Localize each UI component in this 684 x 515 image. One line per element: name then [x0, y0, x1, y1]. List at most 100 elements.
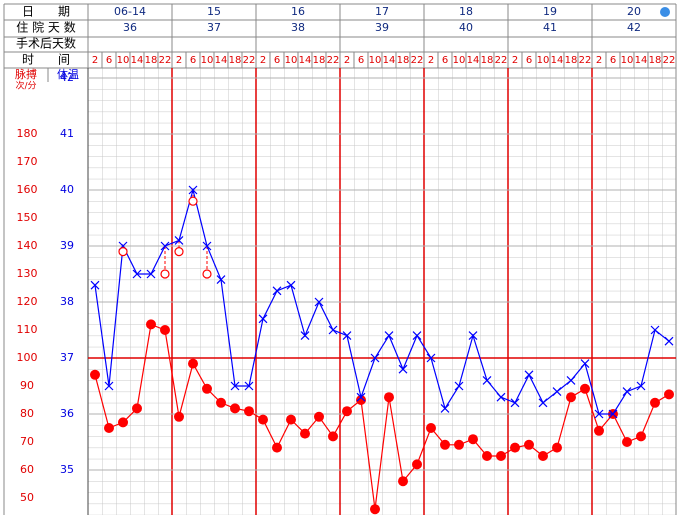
temp-point	[384, 331, 394, 341]
time-label: 时 间	[22, 53, 70, 67]
temp-point	[650, 325, 660, 335]
hospital-day: 40	[459, 21, 473, 34]
date-label: 19	[543, 5, 557, 18]
time-label: 18	[649, 55, 662, 66]
pulse-tick-label: 100	[17, 351, 38, 364]
time-label: 10	[369, 55, 382, 66]
pulse-tick-label: 60	[20, 463, 34, 476]
pulse-point	[132, 403, 142, 414]
pulse-point	[426, 423, 436, 433]
pulse-point	[370, 504, 380, 515]
date-label: 15	[207, 5, 221, 18]
temp-tick-label: 39	[60, 239, 74, 252]
temp-point	[636, 381, 646, 391]
temp-point	[272, 286, 282, 296]
pulse-point	[104, 423, 114, 433]
pulse-point	[160, 325, 170, 335]
temp-point	[510, 398, 520, 408]
time-label: 18	[481, 55, 494, 66]
temp-point	[440, 403, 450, 413]
pulse-point	[454, 439, 464, 450]
date-label: 18	[459, 5, 473, 18]
time-label: 14	[131, 55, 144, 66]
pulse-tick-label: 160	[17, 183, 38, 196]
pulse-point	[566, 392, 576, 403]
hospital-day: 42	[627, 21, 641, 34]
temp-point	[328, 325, 338, 335]
time-label: 6	[610, 55, 616, 66]
time-label: 14	[467, 55, 480, 66]
temp-point	[230, 381, 240, 391]
time-label: 2	[596, 55, 602, 66]
pulse-point	[230, 403, 240, 414]
temp-point	[552, 387, 562, 397]
pulse-tick-label: 70	[20, 435, 34, 448]
hospital-day: 39	[375, 21, 389, 34]
pulse-point	[664, 389, 674, 400]
pulse-point	[286, 414, 296, 425]
pulse-point	[188, 358, 198, 369]
pulse-tick-label: 80	[20, 407, 34, 420]
temp-point	[174, 235, 184, 245]
temp-point	[398, 364, 408, 374]
time-label: 2	[428, 55, 434, 66]
pulse-point	[202, 383, 212, 394]
plot	[90, 185, 674, 515]
temp-point	[412, 331, 422, 341]
temp-tick-label: 36	[60, 407, 74, 420]
temp-tick-label: 35	[60, 463, 74, 476]
time-label: 10	[621, 55, 634, 66]
retest-point	[174, 247, 184, 257]
pulse-point	[258, 414, 268, 425]
time-label: 18	[565, 55, 578, 66]
pulse-point	[118, 417, 128, 428]
date-label: 06-14	[114, 5, 146, 18]
pulse-tick-label: 50	[20, 491, 34, 504]
pulse-point	[174, 411, 184, 422]
temp-point	[622, 387, 632, 397]
date-label: 17	[375, 5, 389, 18]
temp-point	[188, 185, 198, 195]
pulse-point	[496, 451, 506, 461]
pulse-point	[524, 439, 534, 450]
pulse-point	[510, 442, 520, 453]
date-label: 20	[627, 5, 641, 18]
time-label: 2	[512, 55, 518, 66]
pulse-point	[216, 397, 226, 408]
temp-tick-label: 42	[60, 71, 74, 84]
days-label: 住 院 天 数	[16, 20, 75, 35]
pulse-point	[244, 406, 254, 417]
time-label: 18	[229, 55, 242, 66]
temp-point	[342, 331, 352, 341]
time-label: 6	[358, 55, 364, 66]
pulse-tick-label: 90	[20, 379, 34, 392]
temp-point	[258, 314, 268, 324]
time-label: 22	[243, 55, 256, 66]
temp-point	[426, 353, 436, 363]
time-label: 10	[117, 55, 130, 66]
temp-point	[90, 280, 100, 290]
temp-point	[160, 241, 170, 251]
pulse-point	[580, 383, 590, 394]
pulse-point	[594, 425, 604, 436]
retest-point	[118, 247, 128, 257]
time-label: 2	[344, 55, 350, 66]
temp-tick-label: 40	[60, 183, 74, 196]
pulse-tick-label: 110	[17, 323, 38, 336]
time-label: 10	[537, 55, 550, 66]
time-label: 10	[285, 55, 298, 66]
pulse-point	[636, 431, 646, 442]
pulse-point	[552, 442, 562, 453]
retest-point	[202, 269, 212, 279]
temp-point	[104, 381, 114, 391]
pulse-point	[356, 395, 366, 405]
temp-point	[566, 375, 576, 385]
time-label: 14	[635, 55, 648, 66]
temp-point	[608, 409, 618, 419]
info-icon[interactable]	[660, 7, 670, 17]
pulse-point	[650, 397, 660, 408]
time-label: 14	[551, 55, 564, 66]
temp-point	[468, 331, 478, 341]
date-label: 16	[291, 5, 305, 18]
